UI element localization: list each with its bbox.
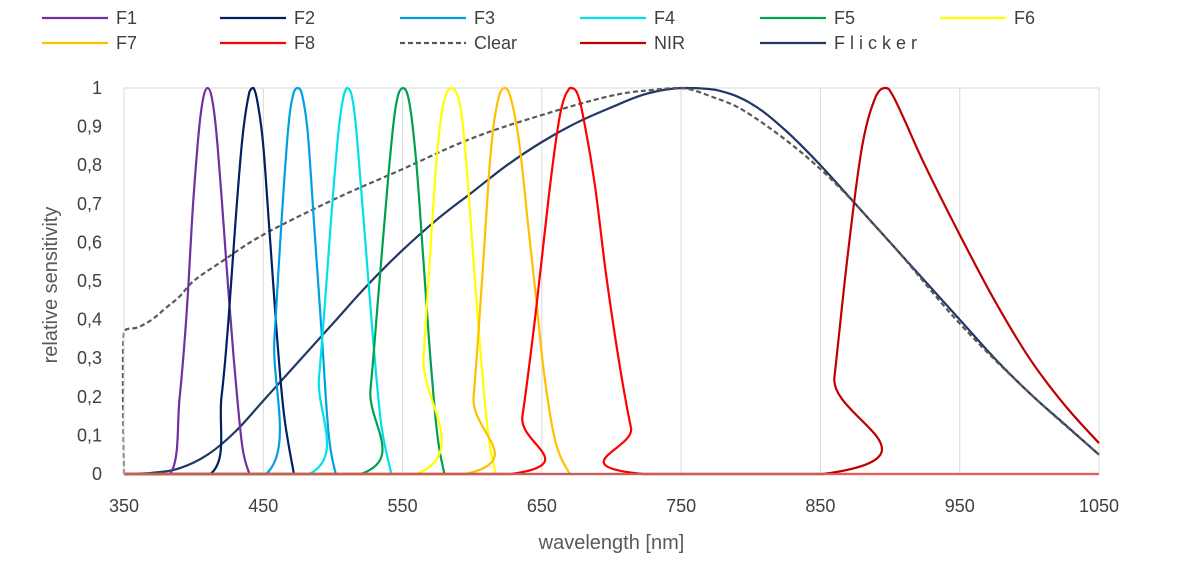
y-tick-label: 0,8: [77, 155, 102, 175]
x-tick-label: 950: [945, 496, 975, 516]
series-line-f6: [124, 86, 497, 476]
series-line-clear: [121, 86, 1100, 475]
legend: F1 F2 F3 F4 F5 F6 F7 F8 Clear NIR F l i c k e r: [42, 8, 1035, 53]
series-line-f7: [124, 86, 571, 476]
y-axis-label: relative sensitivity: [40, 207, 62, 364]
x-tick-label: 450: [248, 496, 278, 516]
series-line-f4: [124, 86, 393, 476]
series-line-f1: [124, 86, 251, 476]
x-axis-label: wavelength [nm]: [538, 532, 685, 554]
series-lines: [121, 86, 1100, 476]
legend-label: F6: [1014, 8, 1035, 28]
legend-label: F4: [654, 8, 675, 28]
series-line-f8: [124, 86, 1099, 476]
y-tick-label: 0,7: [77, 194, 102, 214]
legend-label: F3: [474, 8, 495, 28]
x-tick-label: 750: [666, 496, 696, 516]
legend-label: Clear: [474, 33, 517, 53]
legend-label: F l i c k e r: [834, 33, 917, 53]
series-line-flicker: [123, 86, 1100, 476]
y-tick-label: 1: [92, 78, 102, 98]
x-tick-label: 350: [109, 496, 139, 516]
x-tick-label: 850: [805, 496, 835, 516]
series-line-nir: [124, 86, 1100, 476]
grid-lines: [123, 87, 1100, 474]
series-line-f5: [124, 86, 446, 476]
y-tick-label: 0,4: [77, 310, 102, 330]
y-tick-label: 0,9: [77, 117, 102, 137]
x-tick-label: 1050: [1079, 496, 1119, 516]
y-tick-label: 0,2: [77, 387, 102, 407]
y-tick-label: 0,1: [77, 425, 102, 445]
y-tick-label: 0: [92, 464, 102, 484]
legend-label: NIR: [654, 33, 685, 53]
y-tick-label: 0,6: [77, 232, 102, 252]
x-tick-label: 650: [527, 496, 557, 516]
legend-label: F5: [834, 8, 855, 28]
legend-label: F1: [116, 8, 137, 28]
legend-label: F2: [294, 8, 315, 28]
axes: 350 450 550 650 750 850 950 1050 0 0,1 0,2 0,3 0,4 0,…: [77, 78, 1119, 516]
y-tick-label: 0,5: [77, 271, 102, 291]
x-tick-label: 550: [388, 496, 418, 516]
legend-label: F8: [294, 33, 315, 53]
y-tick-label: 0,3: [77, 348, 102, 368]
series-line-f2: [124, 86, 295, 476]
series-line-f3: [124, 86, 337, 476]
legend-label: F7: [116, 33, 137, 53]
